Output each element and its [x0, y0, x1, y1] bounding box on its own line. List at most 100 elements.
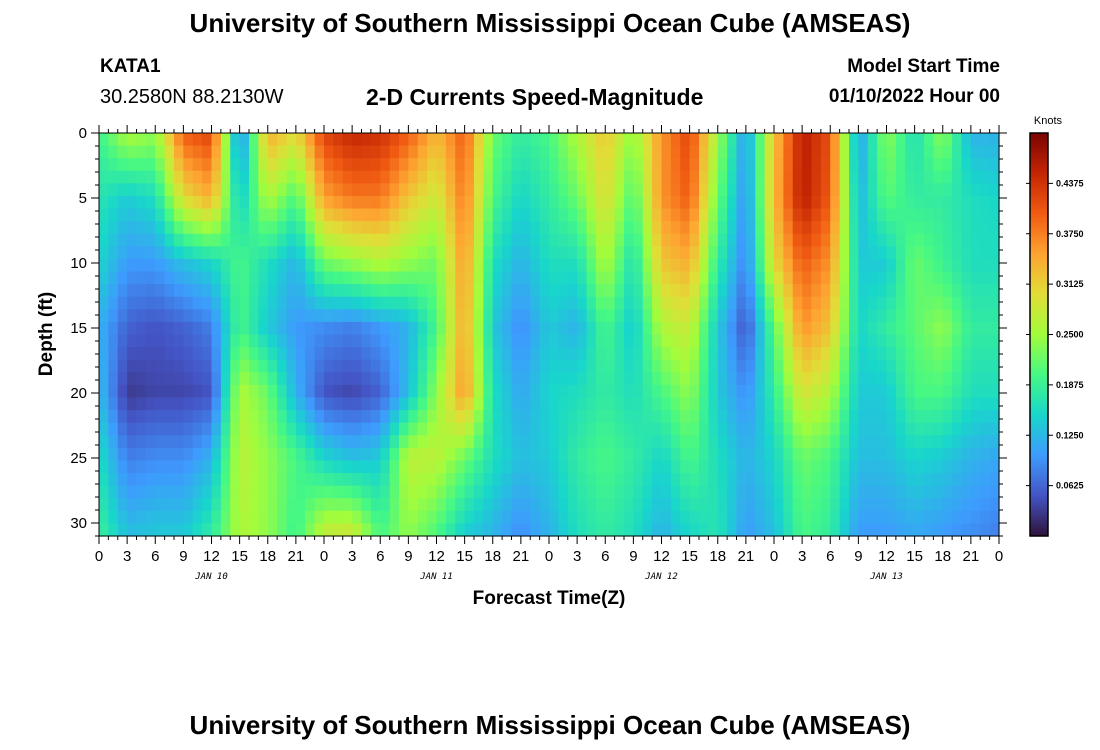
heatmap-cell [492, 145, 503, 159]
heatmap-cell [783, 435, 794, 449]
heatmap-cell [286, 208, 297, 222]
heatmap-cell [108, 246, 119, 260]
heatmap-cell [614, 498, 625, 512]
heatmap-cell [352, 510, 363, 525]
heatmap-cell [670, 221, 681, 235]
heatmap-cell [839, 296, 850, 310]
x-tick-label: 0 [995, 548, 1003, 565]
heatmap-cell [361, 447, 372, 462]
heatmap-cell [483, 334, 494, 348]
heatmap-cell [399, 284, 409, 298]
heatmap-cell [708, 473, 719, 487]
heatmap-cell [820, 422, 831, 436]
heatmap-cell [324, 347, 334, 361]
heatmap-cell [464, 271, 475, 285]
heatmap-cell [108, 473, 119, 487]
heatmap-cell [305, 384, 316, 399]
heatmap-cell [980, 498, 991, 512]
heatmap-cell [258, 170, 269, 184]
heatmap-cell [202, 410, 213, 424]
heatmap-cell [155, 145, 166, 159]
heatmap-cell [211, 422, 222, 436]
heatmap-cell [614, 133, 625, 147]
heatmap-cell [839, 284, 850, 298]
heatmap-cell [295, 208, 306, 222]
heatmap-cell [708, 321, 719, 336]
heatmap-cell [492, 510, 503, 525]
heatmap-cell [474, 284, 484, 298]
day-label: JAN 12 [644, 572, 678, 582]
heatmap-cell [520, 145, 531, 159]
heatmap-cell [605, 334, 616, 348]
heatmap-cell [567, 158, 578, 172]
heatmap-cell [699, 460, 709, 474]
heatmap-cell [230, 145, 241, 159]
heatmap-cell [952, 246, 963, 260]
heatmap-cell [370, 447, 381, 462]
heatmap-cell [989, 473, 1000, 487]
heatmap-cell [792, 422, 803, 436]
heatmap-cell [605, 158, 616, 172]
heatmap-cell [914, 195, 925, 210]
heatmap-cell [577, 447, 588, 462]
heatmap-cell [567, 195, 578, 210]
heatmap-cell [642, 221, 653, 235]
heatmap-cell [792, 347, 803, 361]
heatmap-cell [642, 384, 653, 399]
heatmap-cell [333, 334, 344, 348]
heatmap-cell [174, 410, 184, 424]
heatmap-cell [361, 145, 372, 159]
heatmap-cell [539, 133, 550, 147]
heatmap-cell [858, 321, 869, 336]
heatmap-cell [605, 170, 616, 184]
heatmap-cell [286, 473, 297, 487]
heatmap-cell [605, 397, 616, 411]
heatmap-cell [586, 473, 597, 487]
heatmap-cell [670, 473, 681, 487]
heatmap-cell [774, 195, 784, 210]
heatmap-cell [914, 246, 925, 260]
heatmap-cell [230, 485, 241, 499]
heatmap-cell [305, 397, 316, 411]
heatmap-cell [820, 258, 831, 273]
heatmap-cell [520, 183, 531, 197]
heatmap-cell [258, 523, 269, 537]
heatmap-cell [230, 246, 241, 260]
heatmap-cell [820, 221, 831, 235]
heatmap-cell [708, 158, 719, 172]
heatmap-cell [670, 246, 681, 260]
heatmap-cell [670, 410, 681, 424]
heatmap-cell [595, 158, 606, 172]
heatmap-cell [886, 523, 897, 537]
heatmap-cell [380, 347, 391, 361]
heatmap-cell [277, 435, 288, 449]
heatmap-cell [914, 485, 925, 499]
heatmap-cell [586, 208, 597, 222]
heatmap-cell [211, 296, 222, 310]
heatmap-cell [239, 397, 250, 411]
heatmap-cell [820, 321, 831, 336]
heatmap-cell [399, 498, 409, 512]
heatmap-cell [905, 372, 916, 386]
heatmap-cell [689, 397, 700, 411]
heatmap-cell [277, 485, 288, 499]
heatmap-cell [708, 195, 719, 210]
heatmap-cell [849, 246, 859, 260]
heatmap-cell [333, 233, 344, 247]
heatmap-cell [577, 183, 588, 197]
heatmap-cell [183, 296, 194, 310]
heatmap-cell [970, 460, 981, 474]
heatmap-cell [586, 233, 597, 247]
heatmap-cell [99, 372, 109, 386]
heatmap-cell [933, 334, 944, 348]
heatmap-cell [145, 485, 156, 499]
heatmap-cell [914, 510, 925, 525]
heatmap-cell [108, 296, 119, 310]
heatmap-cell [192, 246, 203, 260]
heatmap-cell [333, 158, 344, 172]
heatmap-cell [820, 195, 831, 210]
heatmap-cell [783, 246, 794, 260]
heatmap-cell [577, 233, 588, 247]
heatmap-cell [549, 258, 559, 273]
heatmap-cell [914, 334, 925, 348]
